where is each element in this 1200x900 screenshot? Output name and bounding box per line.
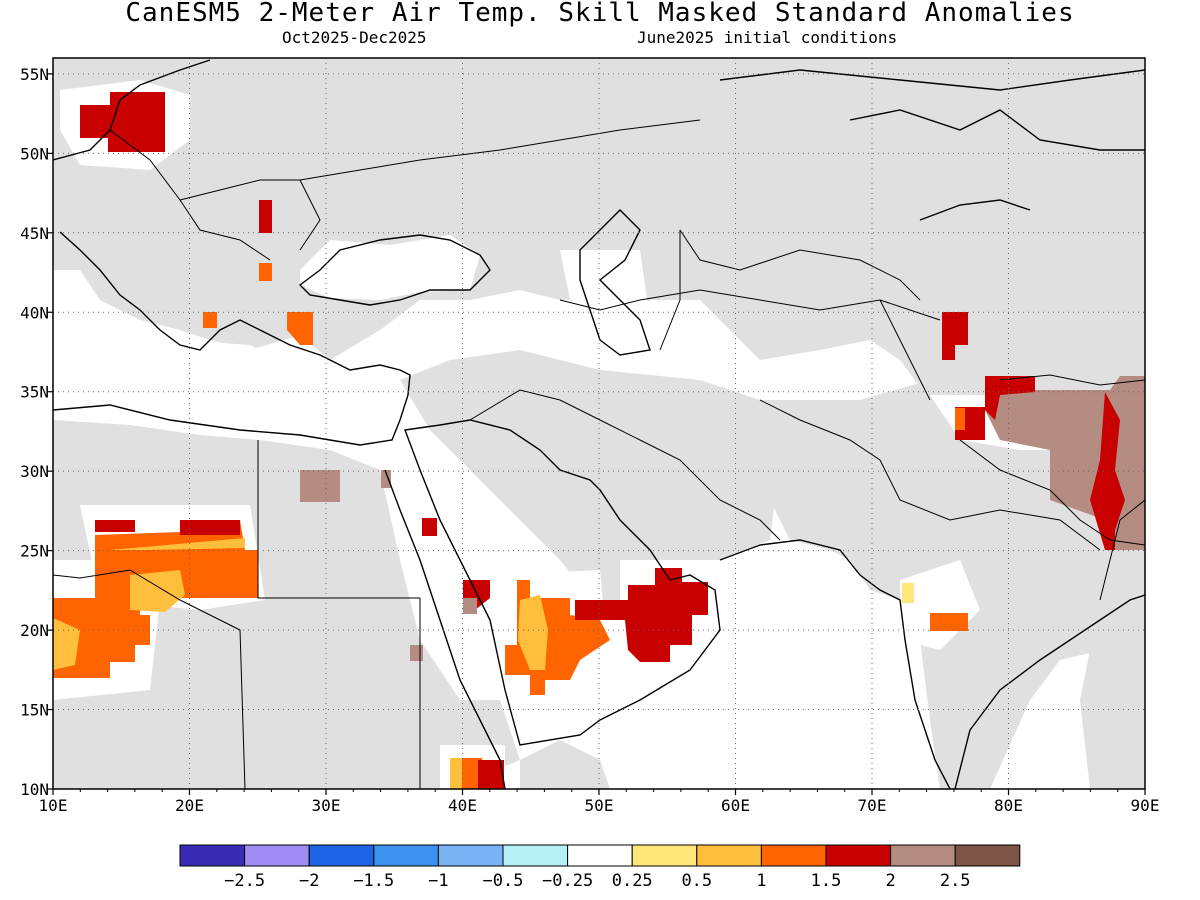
middle-east-mask	[400, 350, 780, 620]
romania-hotspot-1	[259, 200, 272, 233]
lat-tick-label: 35N	[20, 383, 49, 402]
colorbar-label: 0.25	[612, 871, 653, 891]
lat-tick-label: 40N	[20, 303, 49, 322]
lon-tick-label: 10E	[39, 796, 68, 815]
arabia-hotspot	[575, 568, 708, 662]
mediterranean-hole	[53, 340, 405, 445]
egypt-brown-1	[300, 470, 340, 502]
west-africa-dark-2	[180, 520, 240, 535]
map-area	[53, 58, 1145, 789]
lat-tick-label: 45N	[20, 224, 49, 243]
se-asia-mask	[1080, 590, 1145, 789]
central-asia-hotspot	[942, 312, 968, 360]
colorbar-label: 1.5	[811, 871, 842, 891]
india-yellow	[902, 583, 914, 603]
lat-tick-label: 50N	[20, 144, 49, 163]
colorbar-label: −0.25	[542, 871, 593, 891]
latitude-axis: 10N 15N 20N 25N 30N 35N 40N 45N 50N 55N	[20, 65, 53, 799]
kashmir-orange	[955, 408, 965, 430]
lat-tick-label: 10N	[20, 780, 49, 799]
colorbar-label: 2.5	[940, 871, 971, 891]
ethiopia-hotspot	[478, 760, 504, 789]
lon-tick-label: 40E	[448, 796, 477, 815]
colorbar-label: −2	[299, 871, 319, 891]
egypt-brown-2	[381, 470, 391, 488]
greece-hotspot	[203, 312, 217, 328]
west-africa-light	[110, 538, 245, 550]
colorbar-label: −2.5	[224, 871, 265, 891]
colorbar-swatch	[696, 844, 762, 867]
lon-tick-label: 60E	[721, 796, 750, 815]
lat-tick-label: 25N	[20, 542, 49, 561]
west-africa-light-2	[130, 570, 185, 612]
lat-tick-label: 55N	[20, 65, 49, 84]
lon-tick-label: 80E	[994, 796, 1023, 815]
colorbar: −2.5 −2 −1.5 −1 −0.5 −0.25 0.25 0.5 1 1.5 2 2.5	[179, 844, 1021, 891]
anomaly-shading	[53, 92, 1145, 789]
poland-hotspot	[80, 92, 165, 152]
sudan-brown	[410, 645, 423, 661]
initial-conditions: June2025 initial conditions	[637, 28, 898, 47]
nepal-hotspot	[1090, 392, 1125, 550]
forecast-period: Oct2025-Dec2025	[282, 28, 427, 47]
west-africa-light-3	[53, 618, 80, 670]
saudi-brown	[463, 598, 477, 614]
lon-tick-label: 20E	[175, 796, 204, 815]
somalia-mask	[520, 740, 610, 789]
colorbar-label: −1	[428, 871, 448, 891]
lat-tick-label: 15N	[20, 701, 49, 720]
lon-tick-label: 70E	[858, 796, 887, 815]
map-gridlines	[53, 58, 1145, 789]
colorbar-swatch	[437, 844, 504, 867]
colorbar-swatch	[954, 844, 1021, 867]
chart-title: CanESM5 2-Meter Air Temp. Skill Masked S…	[125, 0, 1075, 28]
lat-tick-label: 20N	[20, 621, 49, 640]
ethiopia-orange	[462, 758, 482, 789]
lon-tick-label: 50E	[585, 796, 614, 815]
romania-hotspot-2	[259, 263, 272, 281]
colorbar-swatch	[179, 844, 246, 867]
colorbar-swatch	[825, 844, 892, 867]
colorbar-swatch	[373, 844, 439, 867]
colorbar-swatch	[890, 844, 956, 867]
arabia-light	[518, 595, 548, 670]
colorbar-label: −0.5	[483, 871, 524, 891]
tibet-hotspot	[985, 376, 1035, 420]
coastlines	[53, 59, 1145, 789]
colorbar-label: 1	[756, 871, 766, 891]
lon-tick-label: 30E	[312, 796, 341, 815]
lat-tick-label: 30N	[20, 462, 49, 481]
colorbar-swatch	[567, 844, 633, 867]
colorbar-swatch	[760, 844, 827, 867]
colorbar-swatch	[308, 844, 375, 867]
longitude-axis: 10E 20E 30E 40E 50E 60E 70E 80E 90E	[39, 789, 1160, 815]
colorbar-swatch	[631, 844, 698, 867]
west-africa-dark-1	[95, 520, 135, 532]
lon-tick-label: 90E	[1131, 796, 1160, 815]
colorbar-swatch	[502, 844, 569, 867]
colorbar-swatch	[244, 844, 310, 867]
neutral-patch-caspian	[560, 250, 650, 330]
saudi-small-hotspot	[422, 518, 437, 536]
country-borders	[53, 119, 1145, 789]
colorbar-label: 2	[885, 871, 895, 891]
india-orange	[930, 613, 968, 631]
colorbar-label: −1.5	[353, 871, 394, 891]
black-sea-hole	[300, 235, 480, 300]
colorbar-label: 0.5	[681, 871, 712, 891]
turkey-hotspot	[287, 312, 313, 345]
